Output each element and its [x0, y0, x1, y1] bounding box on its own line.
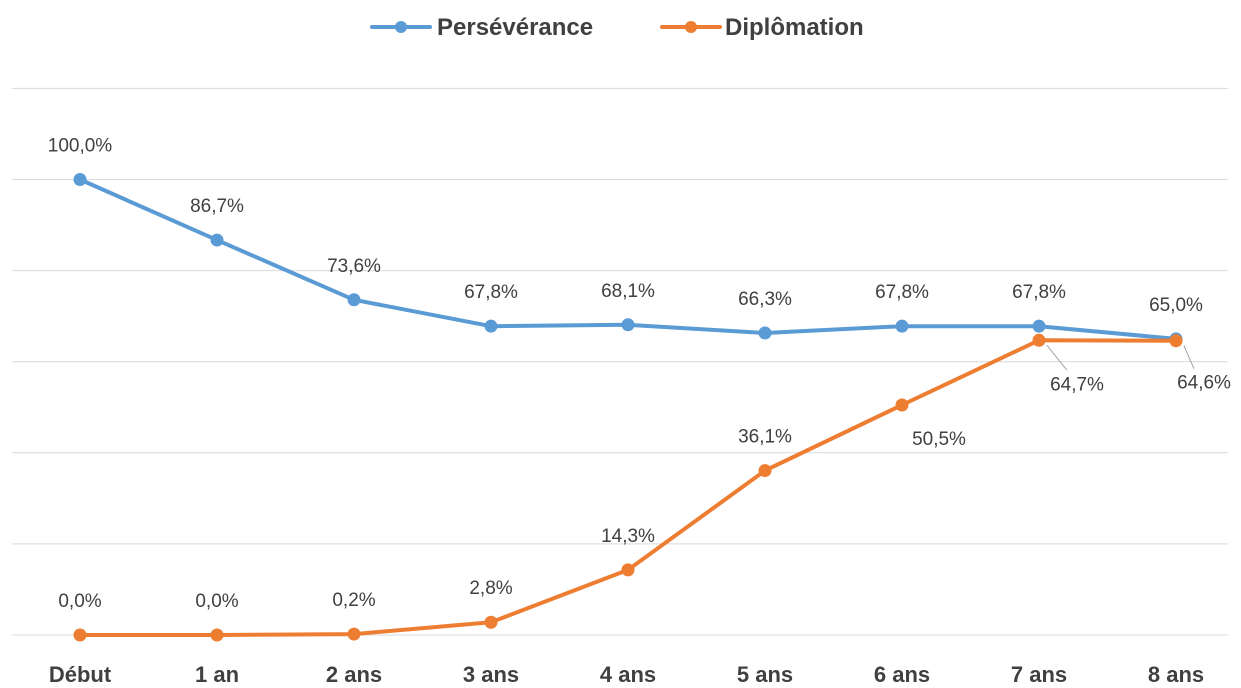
data-point: [484, 615, 498, 629]
x-tick-label: 5 ans: [737, 662, 793, 687]
x-tick-label: Début: [49, 662, 112, 687]
data-label: 65,0%: [1149, 295, 1203, 316]
series-line: [78, 177, 1178, 341]
data-point: [210, 628, 224, 642]
data-label: 68,1%: [601, 281, 655, 302]
data-label: 100,0%: [48, 136, 113, 157]
data-label: 66,3%: [738, 289, 792, 310]
data-point: [621, 318, 635, 332]
data-point: [758, 326, 772, 340]
series-line: [78, 338, 1178, 637]
data-label: 67,8%: [1012, 282, 1066, 303]
x-tick-label: 3 ans: [463, 662, 519, 687]
data-label: 36,1%: [738, 427, 792, 448]
leader-line: [1046, 344, 1068, 371]
data-label: 0,0%: [195, 591, 238, 612]
data-label: 0,0%: [58, 591, 101, 612]
legend-label: Diplômation: [725, 14, 864, 41]
leader-line: [1183, 345, 1195, 369]
x-tick-label: 7 ans: [1011, 662, 1067, 687]
x-tick-label: 8 ans: [1148, 662, 1204, 687]
data-point: [210, 233, 224, 247]
legend: Persévérance Diplômation: [370, 14, 864, 41]
data-point: [895, 398, 909, 412]
x-tick-label: 1 an: [195, 662, 239, 687]
gridlines: [12, 87, 1228, 636]
data-point: [73, 628, 87, 642]
legend-label: Persévérance: [437, 14, 593, 41]
data-label: 14,3%: [601, 526, 655, 547]
data-point: [1032, 333, 1046, 347]
data-point: [758, 464, 772, 478]
data-label: 64,6%: [1177, 373, 1231, 394]
x-tick-label: 4 ans: [600, 662, 656, 687]
x-tick-label: 2 ans: [326, 662, 382, 687]
data-label: 67,8%: [875, 282, 929, 303]
data-labels: 100,0% 86,7% 73,6% 67,8% 68,1% 66,3% 67,8% 67,8…: [48, 136, 1231, 613]
data-label: 2,8%: [469, 578, 512, 599]
data-point: [621, 563, 635, 577]
data-label: 67,8%: [464, 282, 518, 303]
data-point: [484, 319, 498, 333]
legend-marker: [685, 21, 697, 33]
data-label: 50,5%: [912, 429, 966, 450]
data-point: [73, 173, 87, 186]
data-label: 0,2%: [332, 590, 375, 611]
x-tick-label: 6 ans: [874, 662, 930, 687]
series-group: [73, 173, 1183, 642]
legend-marker: [395, 21, 407, 33]
data-point: [347, 293, 361, 307]
data-point: [1169, 334, 1183, 348]
data-point: [895, 319, 909, 333]
data-label: 64,7%: [1050, 374, 1104, 395]
data-point: [347, 627, 361, 641]
data-label: 73,6%: [327, 256, 381, 277]
data-label: 86,7%: [190, 196, 244, 217]
data-point: [1032, 319, 1046, 333]
x-axis-labels: Début 1 an 2 ans 3 ans 4 ans 5 ans 6 ans 7 ans 8…: [49, 662, 1204, 687]
